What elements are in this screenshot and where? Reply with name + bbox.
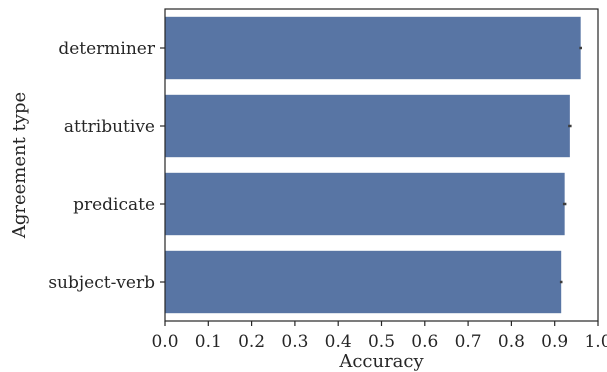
y-tick-label: attributive [64,117,155,137]
x-tick-label: 0.7 [455,332,482,352]
y-tick-label: predicate [73,195,155,215]
bar-determiner [165,16,581,80]
bar-attributive [165,94,570,158]
x-tick-label: 0.5 [368,332,395,352]
bars-layer [165,16,581,314]
bar-predicate [165,172,565,236]
errorbars-layer [559,46,582,284]
x-tick-label: 0.2 [238,332,265,352]
x-tick-label: 0.8 [498,332,525,352]
x-tick-label: 0.9 [541,332,568,352]
y-tick-label: subject-verb [48,273,155,293]
y-axis-title: Agreement type [9,92,30,239]
x-tick-label: 0.6 [411,332,438,352]
x-tick-label: 0.3 [281,332,308,352]
x-tick-label: 0.1 [195,332,222,352]
y-tick-label: determiner [58,39,156,59]
bar-subject-verb [165,250,562,314]
x-axis-ticks: 0.0 0.1 0.2 0.3 0.4 0.5 0.6 0.7 0.8 0.9 1.0 [151,321,607,352]
x-tick-label: 0.4 [325,332,352,352]
x-tick-label: 0.0 [151,332,178,352]
x-tick-label: 1.0 [584,332,607,352]
y-axis-ticks: determiner attributive predicate subject-ve… [48,39,165,293]
x-axis-title: Accuracy [338,351,424,372]
